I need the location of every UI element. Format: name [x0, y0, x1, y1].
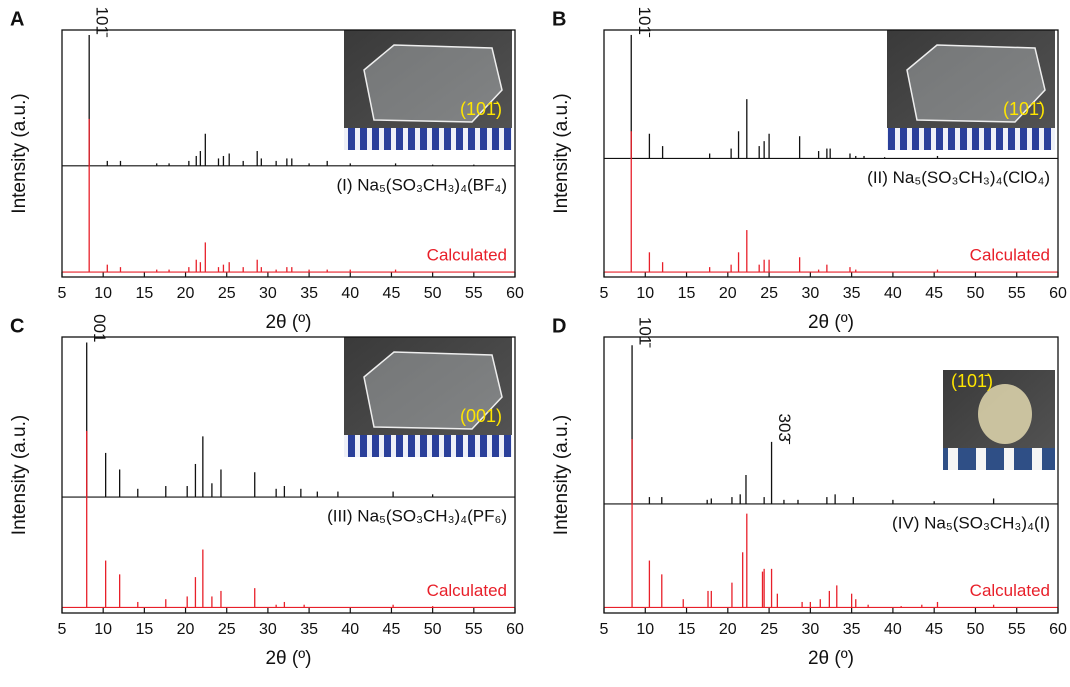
inset-label: (001): [460, 406, 502, 426]
x-tick-label: 30: [801, 621, 819, 638]
x-tick-label: 35: [300, 621, 318, 638]
x-axis-label: 2θ (º): [265, 648, 311, 669]
x-tick-label: 15: [678, 285, 696, 302]
peak-annotation: 001: [90, 314, 109, 342]
x-tick-label: 20: [719, 621, 737, 638]
series-label: (IV) Na₅(SO₃CH₃)₄(I): [892, 513, 1050, 532]
y-axis-label: Intensity (a.u.): [551, 93, 572, 213]
x-tick-label: 20: [177, 285, 195, 302]
plot-frame: [61, 336, 516, 614]
x-tick-label: 60: [506, 621, 524, 638]
x-axis-label: 2θ (º): [808, 648, 854, 669]
x-tick-label: 55: [465, 285, 483, 302]
x-tick-label: 50: [424, 285, 442, 302]
peak-annotation: 101̄: [636, 317, 655, 348]
x-tick-label: 60: [506, 285, 524, 302]
crystal: [363, 44, 503, 123]
series-label: Calculated: [427, 246, 507, 265]
x-tick-label: 15: [135, 285, 153, 302]
series-label: Calculated: [970, 246, 1050, 265]
panel-label: C: [10, 315, 24, 337]
x-tick-label: 40: [884, 285, 902, 302]
inset-ruler: [344, 435, 512, 457]
x-tick-label: 45: [383, 621, 401, 638]
x-tick-label: 60: [1049, 285, 1067, 302]
x-tick-label: 35: [843, 285, 861, 302]
x-tick-label: 55: [1008, 285, 1026, 302]
panel-label: D: [552, 315, 566, 337]
x-tick-label: 25: [760, 285, 778, 302]
x-tick-label: 45: [383, 285, 401, 302]
x-tick-label: 50: [424, 621, 442, 638]
x-tick-label: 25: [218, 621, 236, 638]
x-tick-label: 35: [300, 285, 318, 302]
x-tick-label: 5: [58, 621, 67, 638]
x-tick-label: 45: [925, 285, 943, 302]
x-axis-label: 2θ (º): [808, 312, 854, 333]
x-tick-label: 50: [967, 621, 985, 638]
plot-frame: [61, 29, 516, 278]
x-tick-label: 40: [341, 621, 359, 638]
peak-annotation: 303̄: [775, 414, 794, 445]
crystal: [906, 44, 1046, 123]
x-tick-label: 55: [1008, 621, 1026, 638]
y-axis-label: Intensity (a.u.): [9, 93, 30, 213]
plot-frame: [603, 29, 1059, 278]
y-axis-label: Intensity (a.u.): [551, 415, 572, 535]
x-tick-label: 25: [218, 285, 236, 302]
series-label: (II) Na₅(SO₃CH₃)₄(ClO₄): [867, 168, 1050, 187]
x-tick-label: 5: [600, 285, 609, 302]
x-tick-label: 5: [58, 285, 67, 302]
x-axis-label: 2θ (º): [265, 312, 311, 333]
x-tick-label: 55: [465, 621, 483, 638]
x-tick-label: 25: [760, 621, 778, 638]
x-tick-label: 15: [135, 621, 153, 638]
inset-label: (101̄): [460, 99, 502, 119]
x-tick-label: 10: [94, 285, 112, 302]
peak-annotation: 101̄: [635, 7, 654, 38]
x-tick-label: 45: [925, 621, 943, 638]
peak-annotation: 101̄: [93, 7, 112, 38]
x-tick-label: 15: [678, 621, 696, 638]
crystal: [363, 351, 503, 430]
x-tick-label: 20: [177, 621, 195, 638]
x-tick-label: 60: [1049, 621, 1067, 638]
x-tick-label: 35: [843, 621, 861, 638]
y-axis-label: Intensity (a.u.): [9, 415, 30, 535]
x-tick-label: 40: [341, 285, 359, 302]
series-label: (III) Na₅(SO₃CH₃)₄(PF₆): [327, 507, 507, 526]
x-tick-label: 50: [967, 285, 985, 302]
x-tick-label: 10: [94, 621, 112, 638]
inset-ruler: [344, 128, 512, 150]
crystal: [978, 384, 1032, 444]
x-tick-label: 5: [600, 621, 609, 638]
panel-label: B: [552, 8, 566, 30]
x-tick-label: 20: [719, 285, 737, 302]
series-label: Calculated: [970, 581, 1050, 600]
x-tick-label: 30: [259, 285, 277, 302]
inset-label: (101̄): [1003, 99, 1045, 119]
x-tick-label: 30: [259, 621, 277, 638]
x-tick-label: 30: [801, 285, 819, 302]
series-label: Calculated: [427, 581, 507, 600]
x-tick-label: 10: [636, 285, 654, 302]
x-tick-label: 10: [636, 621, 654, 638]
inset-ruler: [943, 448, 1055, 470]
panel-label: A: [10, 8, 24, 30]
plot-frame: [603, 336, 1059, 614]
series-label: (I) Na₅(SO₃CH₃)₄(BF₄): [336, 175, 507, 194]
x-tick-label: 40: [884, 621, 902, 638]
inset-ruler: [887, 128, 1055, 150]
inset-label: (101̄): [951, 371, 993, 391]
